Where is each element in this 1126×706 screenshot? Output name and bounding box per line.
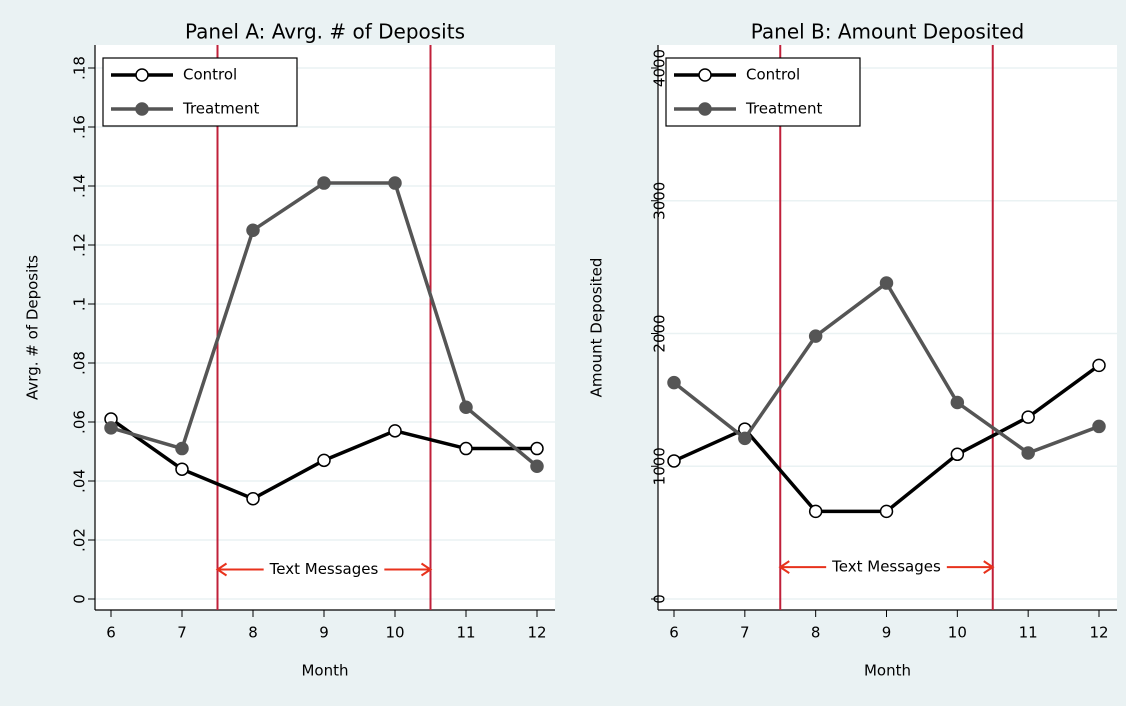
plot-area: [658, 45, 1117, 610]
y-tick-label: .04: [71, 469, 89, 493]
data-point: [950, 447, 965, 462]
y-tick-label: 0: [651, 594, 669, 604]
y-tick-label: 4000: [651, 49, 669, 87]
data-point: [808, 329, 823, 343]
x-tick-label: 10: [385, 624, 404, 642]
data-point: [879, 504, 894, 519]
data-point: [246, 491, 260, 506]
annotation-arrow: [384, 562, 433, 577]
data-point: [667, 375, 681, 390]
y-tick-label: .14: [71, 174, 89, 198]
y-tick-label: 2000: [651, 314, 669, 352]
data-point: [667, 454, 681, 468]
x-tick-label: 8: [248, 624, 258, 642]
x-tick-label: 12: [527, 624, 546, 642]
x-tick-label: 8: [811, 624, 821, 642]
data-point: [808, 504, 823, 519]
data-point: [1021, 410, 1035, 424]
y-tick-label: .08: [71, 351, 89, 375]
data-point: [317, 176, 331, 190]
panel-title: Panel A: Avrg. # of Deposits: [185, 20, 465, 44]
legend-marker: [135, 102, 149, 116]
data-point: [246, 223, 260, 237]
data-point: [388, 176, 402, 190]
x-axis-label: Month: [864, 662, 911, 680]
data-point: [459, 441, 473, 456]
data-point: [388, 424, 402, 438]
data-point: [175, 462, 189, 476]
annotation-text: Text Messages: [831, 558, 941, 576]
legend-marker: [698, 102, 712, 116]
data-point: [1092, 358, 1106, 373]
y-tick-label: 3000: [651, 182, 669, 220]
x-tick-label: 12: [1089, 624, 1108, 642]
y-tick-label: .12: [71, 233, 89, 257]
data-point: [175, 441, 189, 456]
legend-marker: [135, 68, 149, 82]
x-tick-label: 6: [669, 624, 679, 642]
data-point: [317, 453, 331, 468]
y-tick-label: .16: [71, 115, 89, 139]
data-point: [879, 276, 894, 290]
plot-area: [95, 45, 555, 610]
x-tick-label: 10: [948, 624, 967, 642]
x-tick-label: 9: [882, 624, 892, 642]
x-tick-label: 11: [1019, 624, 1038, 642]
y-tick-label: .1: [71, 297, 89, 311]
y-tick-label: 0: [71, 594, 89, 604]
annotation-text: Text Messages: [269, 560, 379, 578]
annotation-arrow: [946, 560, 995, 574]
y-tick-label: .02: [71, 528, 89, 552]
legend-label: Control: [746, 66, 800, 84]
data-point: [530, 459, 544, 473]
legend-marker: [698, 68, 712, 82]
y-tick-label: 1000: [651, 447, 669, 485]
data-point: [530, 441, 544, 456]
y-tick-label: .18: [71, 56, 89, 80]
x-axis-label: Month: [301, 662, 348, 680]
data-point: [1092, 419, 1106, 434]
data-point: [950, 395, 965, 410]
legend-label: Control: [183, 66, 237, 84]
x-tick-label: 11: [456, 624, 475, 642]
data-point: [1021, 446, 1035, 460]
panel-title: Panel B: Amount Deposited: [751, 20, 1025, 44]
data-point: [459, 400, 473, 414]
legend-label: Treatment: [745, 100, 822, 118]
x-tick-label: 9: [319, 624, 329, 642]
annotation-arrow: [215, 562, 264, 577]
legend-box: [665, 57, 861, 127]
legend-label: Treatment: [182, 100, 259, 118]
y-tick-label: .06: [71, 410, 89, 434]
y-axis-label: Avrg. # of Deposits: [24, 255, 42, 400]
x-tick-label: 6: [106, 624, 116, 642]
data-point: [104, 421, 118, 435]
annotation-arrow: [778, 560, 827, 574]
x-tick-label: 7: [177, 624, 187, 642]
y-axis-label: Amount Deposited: [588, 258, 606, 398]
data-point: [738, 431, 752, 446]
legend-box: [102, 57, 298, 127]
x-tick-label: 7: [740, 624, 750, 642]
